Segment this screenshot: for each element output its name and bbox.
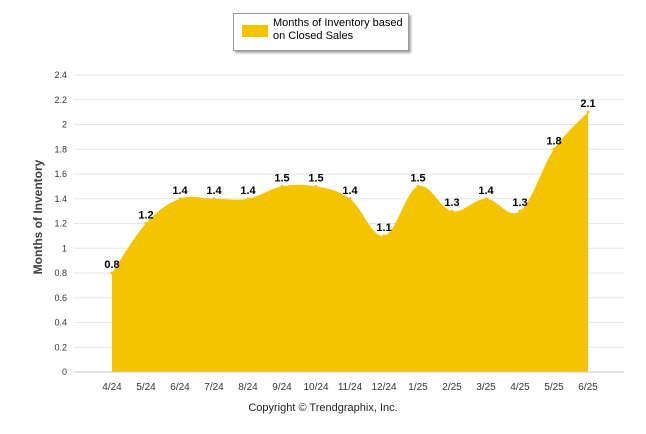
data-point: [450, 209, 454, 213]
legend: Months of Inventory based on Closed Sale…: [233, 13, 409, 51]
copyright-footer: Copyright © Trendgraphix, Inc.: [248, 402, 398, 414]
data-point: [110, 271, 114, 275]
data-point: [518, 209, 522, 213]
y-tick-label: 1.4: [54, 194, 67, 204]
x-tick-label: 7/24: [204, 382, 224, 393]
data-point: [280, 184, 284, 188]
x-tick-label: 5/25: [544, 382, 564, 393]
x-tick-label: 6/24: [170, 382, 190, 393]
x-tick-label: 5/24: [136, 382, 156, 393]
data-point: [484, 197, 488, 201]
data-point: [314, 184, 318, 188]
data-label: 0.8: [104, 259, 119, 271]
x-tick-label: 3/25: [476, 382, 496, 393]
y-tick-label: 1.8: [54, 144, 67, 154]
x-tick-label: 9/24: [272, 382, 292, 393]
x-tick-label: 8/24: [238, 382, 258, 393]
data-point: [178, 197, 182, 201]
x-tick-label: 1/25: [408, 382, 428, 393]
data-label: 1.4: [478, 185, 494, 197]
y-tick-label: 0: [62, 367, 67, 377]
data-label: 1.3: [444, 197, 459, 209]
data-label: 1.4: [206, 185, 222, 197]
x-tick-label: 12/24: [371, 382, 396, 393]
series-area: [112, 112, 588, 372]
data-point: [382, 234, 386, 238]
data-label: 2.1: [580, 98, 595, 110]
y-tick-label: 0.8: [54, 268, 67, 278]
data-label: 1.5: [308, 172, 323, 184]
y-tick-label: 0.4: [54, 318, 67, 328]
x-tick-label: 10/24: [303, 382, 328, 393]
data-label: 1.8: [546, 135, 561, 147]
data-label: 1.4: [172, 185, 188, 197]
legend-swatch: [242, 25, 268, 37]
y-tick-label: 1.6: [54, 169, 67, 179]
data-point: [246, 197, 250, 201]
data-point: [144, 222, 148, 225]
x-tick-label: 6/25: [578, 382, 598, 393]
y-tick-label: 2.2: [54, 95, 67, 105]
y-tick-label: 2: [62, 120, 67, 130]
x-tick-label: 4/25: [510, 382, 530, 393]
x-tick-label: 11/24: [338, 382, 363, 393]
y-tick-label: 1: [62, 243, 67, 253]
data-label: 1.4: [240, 185, 256, 197]
data-label: 1.2: [138, 210, 153, 222]
x-tick-label: 4/24: [102, 382, 122, 393]
data-label: 1.5: [274, 172, 289, 184]
y-tick-label: 0.2: [54, 342, 67, 352]
data-label: 1.4: [342, 185, 358, 197]
x-tick-label: 2/25: [442, 382, 462, 393]
legend-label: Months of Inventory based on Closed Sale…: [273, 17, 403, 42]
data-point: [552, 147, 556, 151]
data-point: [348, 197, 352, 201]
data-label: 1.3: [512, 197, 527, 209]
y-tick-label: 1.2: [54, 219, 67, 229]
y-tick-label: 2.4: [54, 70, 67, 80]
y-axis-title: Months of Inventory: [31, 159, 45, 275]
data-point: [416, 184, 420, 188]
y-tick-label: 0.6: [54, 293, 67, 303]
data-label: 1.5: [410, 172, 425, 184]
data-point: [212, 197, 216, 201]
data-point: [586, 110, 590, 114]
data-label: 1.1: [376, 222, 391, 234]
